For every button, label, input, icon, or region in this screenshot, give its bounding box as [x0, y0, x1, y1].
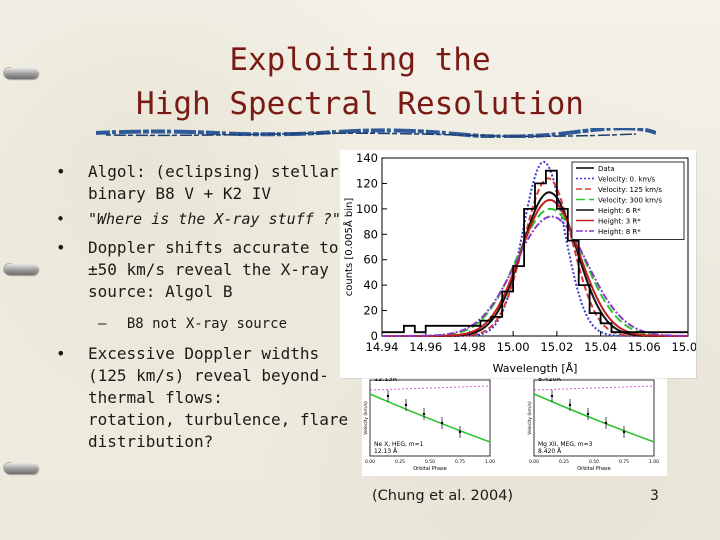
phase-axis-label: Orbital Phase: [413, 466, 447, 472]
binder-ring: [4, 68, 38, 79]
velocity-axis-label: Velocity (km/s): [527, 401, 533, 435]
x-tick-label: 14.94: [366, 340, 399, 354]
velocity-point: [458, 430, 462, 434]
y-tick-label: 120: [356, 176, 378, 190]
x-tick-label: 15.06: [628, 340, 661, 354]
velocity-panel-frame: [369, 379, 491, 457]
velocity-point: [622, 430, 626, 434]
velocity-point: [440, 421, 444, 425]
model-curve-3: [382, 207, 688, 337]
phase-tick-label: 0.25: [395, 459, 405, 465]
legend-label: Height: 3 R*: [598, 218, 641, 226]
x-tick-label: 15.08: [672, 340, 696, 354]
y-tick-label: 140: [356, 151, 378, 165]
velocity-axis-label: Velocity (km/s): [363, 401, 369, 435]
binder-ring: [4, 463, 38, 474]
velocity-point: [586, 412, 590, 416]
legend-label: Height: 6 R*: [598, 207, 641, 215]
legend-label: Velocity: 125 km/s: [598, 186, 662, 194]
panel-label: Ne X, HEG, m=1: [374, 441, 424, 448]
phase-tick-label: 0.75: [455, 459, 465, 465]
fit-curve: [369, 393, 491, 443]
panel-top-label: 8.420Å: [538, 374, 562, 383]
reference-curve: [533, 385, 655, 391]
title-line-1: Exploiting the: [229, 42, 491, 78]
y-tick-label: 100: [356, 202, 378, 216]
phase-tick-label: 0.25: [559, 459, 569, 465]
phase-tick-label: 0.75: [619, 459, 629, 465]
sub-bullet-b8: – B8 not X-ray source: [98, 316, 288, 332]
binder-rings: [0, 0, 38, 540]
legend-label: Velocity: 0. km/s: [598, 176, 656, 184]
phase-tick-label: 1.00: [649, 459, 659, 465]
y-tick-label: 0: [371, 329, 378, 343]
title-brush-stroke: [96, 128, 656, 138]
model-curve-6: [382, 215, 688, 337]
panel-label: 12.13 Å: [374, 448, 398, 455]
page-number: 3: [650, 488, 659, 504]
y-tick-label: 20: [363, 304, 378, 318]
y-tick-label: 60: [363, 253, 378, 267]
panel-label: 8.420 Å: [538, 448, 562, 455]
legend-label: Data: [598, 165, 615, 173]
y-tick-label: 80: [363, 227, 378, 241]
spectrum-plot: 0 20 40 60 80 100 120 140 14.94 14.96 14.98 15.00 15…: [342, 151, 704, 375]
fit-curve: [533, 393, 655, 443]
velocity-point: [404, 403, 408, 407]
phase-tick-label: 0.50: [589, 459, 599, 465]
legend-label: Velocity: 300 km/s: [598, 197, 662, 205]
x-axis-label: Wavelength [Å]: [493, 362, 578, 375]
spectrum-figure: 0 20 40 60 80 100 120 140 14.94 14.96 14.98 15.00 15…: [340, 150, 704, 378]
velocity-point: [568, 403, 572, 407]
velocity-point: [422, 412, 426, 416]
panel-label: Mg XII, MEG, m=3: [538, 441, 593, 448]
x-tick-label: 15.02: [540, 340, 573, 354]
x-tick-label: 15.00: [497, 340, 530, 354]
citation: (Chung et al. 2004): [372, 488, 514, 504]
reference-curve: [369, 385, 491, 391]
title-line-2: High Spectral Resolution: [136, 86, 584, 122]
phase-tick-label: 0.00: [365, 459, 375, 465]
phase-tick-label: 0.50: [425, 459, 435, 465]
model-curve-5: [382, 198, 688, 337]
plot-frame: [381, 157, 689, 337]
y-axis-label: counts [0.005Å bin]: [342, 198, 355, 297]
panel-top-label: 12.13Å: [374, 374, 398, 383]
velocity-panel-frame: [533, 379, 655, 457]
velocity-point: [604, 421, 608, 425]
y-tick-label: 40: [363, 278, 378, 292]
slide-title: Exploiting the High Spectral Resolution: [0, 38, 720, 126]
binder-ring: [4, 264, 38, 275]
x-tick-label: 14.98: [453, 340, 486, 354]
legend-box: [571, 161, 685, 240]
velocity-point: [550, 394, 554, 398]
x-tick-label: 14.96: [409, 340, 442, 354]
phase-axis-label: Orbital Phase: [577, 466, 611, 472]
data-histogram: [382, 169, 688, 334]
phase-tick-label: 1.00: [485, 459, 495, 465]
legend-label: Height: 8 R*: [598, 228, 641, 236]
x-tick-label: 15.04: [584, 340, 617, 354]
phase-tick-label: 0.00: [529, 459, 539, 465]
velocity-point: [386, 394, 390, 398]
